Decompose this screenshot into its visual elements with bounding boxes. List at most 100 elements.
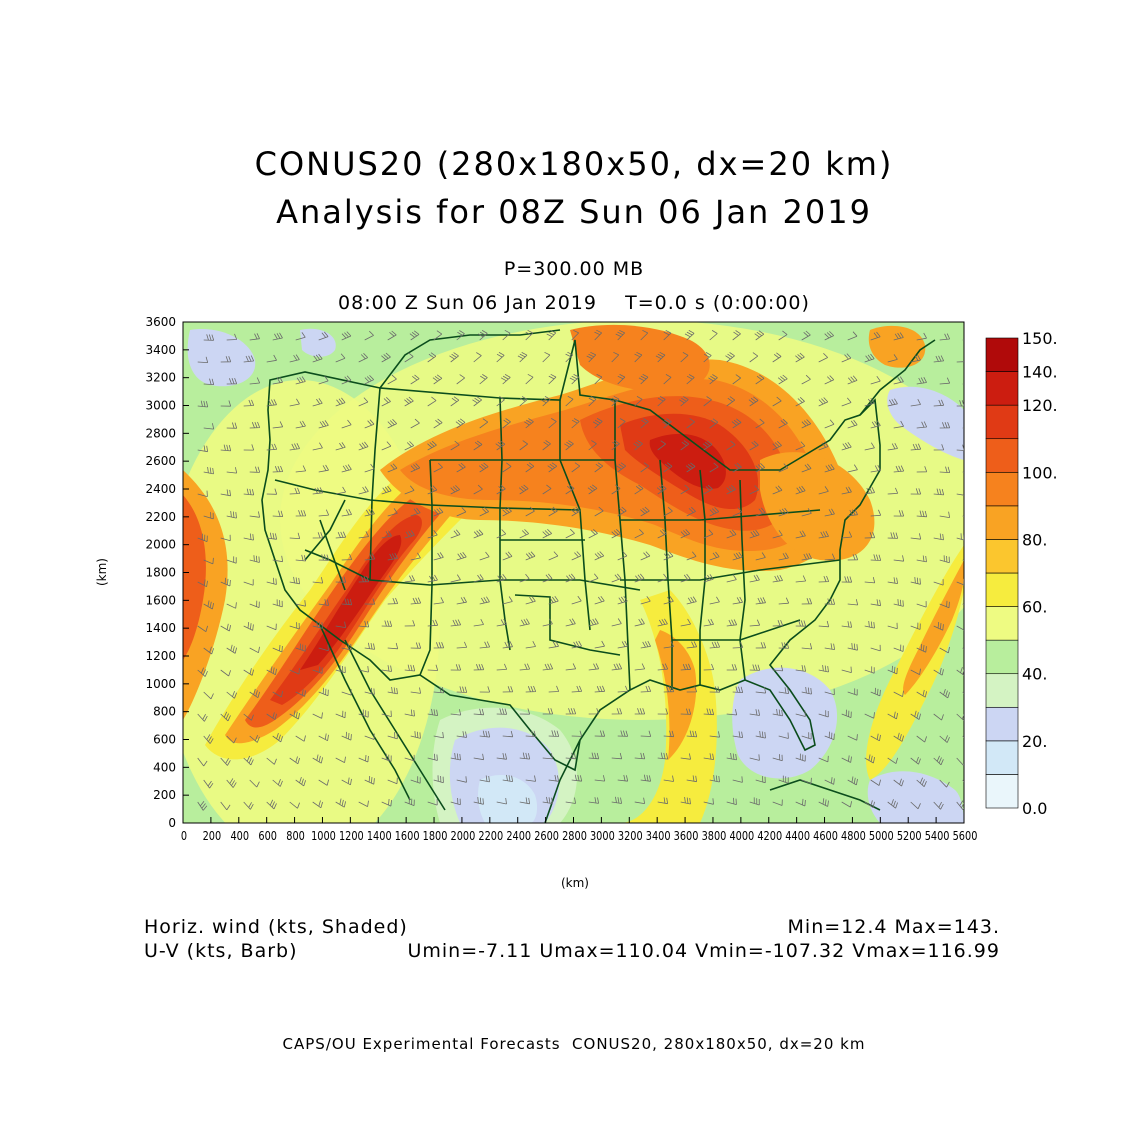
- wind-barb: [548, 373, 557, 385]
- x-tick-label: 600: [258, 829, 277, 843]
- wind-barb: [524, 418, 534, 429]
- wind-barb: [542, 351, 551, 363]
- wind-barb: [611, 440, 620, 451]
- wind-barb: [542, 618, 553, 627]
- wind-barb: [502, 774, 513, 782]
- wind-barb: [381, 575, 393, 583]
- wind-barb: [916, 421, 928, 429]
- wind-barb: [381, 753, 392, 762]
- wind-barb: [939, 779, 950, 788]
- wind-barb: [479, 686, 491, 693]
- wind-barb: [496, 484, 506, 495]
- wind-barb: [611, 708, 623, 715]
- wind-barb: [640, 506, 650, 517]
- wind-barb: [893, 420, 904, 429]
- wind-barb: [910, 354, 921, 363]
- wind-barb: [433, 507, 444, 517]
- wind-barb: [663, 551, 674, 561]
- wind-barb: [565, 752, 577, 760]
- wind-barb: [427, 440, 437, 451]
- wind-barb: [197, 801, 208, 811]
- wind-barb: [801, 374, 811, 385]
- wind-barb: [381, 441, 392, 451]
- wind-barb: [726, 797, 737, 805]
- wind-barb: [312, 532, 324, 539]
- wind-barb: [640, 551, 651, 561]
- colorbar-segment: [985, 706, 1019, 742]
- wind-barb: [548, 730, 560, 737]
- pressure-level-label: P=300.00 MB: [503, 258, 645, 280]
- wind-barb: [588, 797, 599, 804]
- colorbar-segment: [985, 673, 1019, 708]
- wind-barb: [657, 440, 666, 451]
- wind-barb: [203, 646, 214, 655]
- wind-barb: [663, 329, 672, 341]
- wind-barb: [916, 777, 927, 787]
- wind-barb: [341, 331, 352, 341]
- wind-barb: [318, 554, 330, 561]
- wind-barb: [686, 506, 696, 517]
- wind-barb: [686, 418, 695, 429]
- wind-barb: [473, 797, 484, 805]
- wind-barb: [617, 595, 628, 605]
- wind-barb: [381, 798, 392, 807]
- wind-barb: [272, 332, 283, 341]
- wind-barb: [933, 713, 944, 721]
- wind-barb: [318, 509, 330, 517]
- wind-barb: [243, 488, 255, 496]
- wind-barb: [455, 418, 466, 429]
- wind-barb: [571, 418, 580, 429]
- wind-barb: [772, 619, 784, 627]
- wind-barb: [617, 774, 629, 782]
- wind-barb: [594, 640, 605, 649]
- wind-barb: [754, 330, 765, 341]
- wind-barb: [517, 352, 528, 363]
- wind-barb: [634, 529, 644, 539]
- wind-barb: [749, 485, 760, 495]
- wind-barb: [893, 465, 905, 473]
- wind-barb: [335, 756, 346, 763]
- wind-barb: [847, 375, 858, 385]
- wind-barb: [916, 601, 927, 608]
- wind-barb: [433, 775, 444, 784]
- wind-barb: [755, 687, 767, 694]
- wind-barb: [387, 419, 397, 429]
- wind-barb: [496, 797, 507, 805]
- wind-barb: [318, 420, 329, 429]
- wind-barb: [778, 330, 788, 341]
- x-tick-label: 800: [286, 829, 305, 843]
- wind-barb: [220, 444, 232, 452]
- wind-barb: [404, 352, 414, 363]
- wind-barb: [312, 442, 323, 451]
- wind-barb: [519, 440, 528, 451]
- wind-barb: [272, 691, 283, 698]
- wind-barb: [956, 493, 964, 496]
- wind-barb: [956, 757, 964, 766]
- wind-barb: [565, 708, 577, 715]
- x-tick-label: 2600: [534, 829, 559, 843]
- colorbar-label: 20.: [1022, 732, 1047, 751]
- wind-barb: [312, 487, 324, 495]
- wind-barb: [910, 801, 921, 810]
- wind-barb: [450, 440, 460, 451]
- wind-barb: [726, 440, 736, 451]
- wind-barb: [450, 529, 461, 539]
- wind-barb: [956, 578, 964, 586]
- wind-barb: [266, 354, 277, 363]
- wind-barb: [410, 507, 421, 517]
- wind-barb: [502, 418, 511, 429]
- wind-barb: [801, 330, 811, 341]
- wind-barb: [709, 641, 721, 649]
- wind-barb: [341, 598, 353, 606]
- wind-barb: [548, 418, 557, 429]
- wind-barb: [404, 709, 415, 717]
- wind-barb: [249, 511, 260, 518]
- wind-barb: [933, 755, 944, 766]
- x-tick-label: 4600: [813, 829, 838, 843]
- wind-barb: [956, 666, 964, 676]
- wind-barb: [358, 531, 369, 539]
- wind-barb: [335, 442, 346, 451]
- wind-barb: [939, 333, 951, 341]
- wind-barb: [318, 331, 329, 341]
- wind-barb: [335, 531, 347, 539]
